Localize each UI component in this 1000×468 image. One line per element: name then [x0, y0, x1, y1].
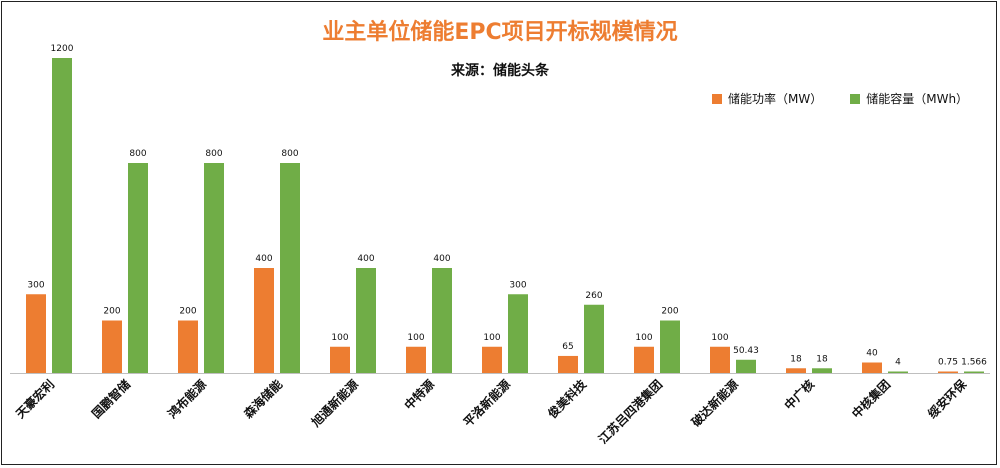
bar-capacity	[52, 58, 72, 373]
legend-swatch-power	[712, 93, 722, 104]
data-label-power: 40	[866, 349, 878, 359]
data-label-capacity: 800	[281, 149, 298, 159]
data-label-capacity: 400	[433, 254, 450, 264]
bar-capacity	[964, 371, 984, 373]
data-label-power: 18	[790, 354, 802, 364]
chart-legend: 储能功率（MW） 储能容量（MWh）	[712, 90, 968, 107]
x-tick-label: 江苏吕四港集团	[595, 377, 665, 447]
x-tick-label: 天豪宏利	[13, 377, 58, 422]
data-label-capacity: 800	[205, 149, 222, 159]
bar-power	[406, 346, 426, 373]
data-label-power: 300	[27, 280, 44, 290]
bar-power	[938, 371, 958, 373]
data-label-power: 400	[255, 254, 272, 264]
data-label-power: 100	[635, 333, 652, 343]
data-label-power: 100	[711, 333, 728, 343]
bar-power	[254, 268, 274, 373]
legend-label-capacity: 储能容量（MWh）	[866, 92, 969, 106]
x-tick-label: 森海储能	[241, 377, 286, 422]
bar-capacity	[812, 368, 832, 373]
x-tick-label: 旭通新能源	[307, 377, 361, 431]
data-label-power: 200	[103, 307, 120, 317]
x-tick-label: 鸿布能源	[165, 377, 210, 422]
bar-capacity	[128, 163, 148, 373]
data-label-capacity: 4	[895, 358, 901, 368]
data-label-capacity: 50.43	[733, 346, 759, 356]
bar-power	[634, 346, 654, 373]
data-label-capacity: 800	[129, 149, 146, 159]
bar-capacity	[432, 268, 452, 373]
x-tick-label: 国鹏智储	[89, 377, 134, 422]
bar-power	[330, 346, 350, 373]
data-label-capacity: 1200	[51, 44, 74, 54]
bar-capacity	[660, 320, 680, 373]
bar-power	[482, 346, 502, 373]
legend-item-power: 储能功率（MW）	[712, 90, 822, 107]
bar-capacity	[508, 294, 528, 373]
data-label-power: 100	[331, 333, 348, 343]
bar-capacity	[356, 268, 376, 373]
bar-capacity	[204, 163, 224, 373]
data-label-power: 100	[483, 333, 500, 343]
data-label-capacity: 260	[585, 291, 602, 301]
data-label-power: 200	[179, 307, 196, 317]
x-tick-label: 中特源	[401, 377, 437, 413]
data-label-power: 100	[407, 333, 424, 343]
bar-power	[102, 320, 122, 373]
x-tick-label: 破达新能源	[688, 377, 741, 430]
bar-capacity	[280, 163, 300, 373]
legend-swatch-capacity	[850, 93, 861, 104]
bar-capacity	[584, 304, 604, 373]
x-tick-label: 中广核	[781, 377, 817, 413]
data-label-power: 65	[562, 342, 573, 352]
x-tick-label: 平洛新能源	[460, 377, 513, 430]
legend-item-capacity: 储能容量（MWh）	[850, 90, 968, 107]
legend-label-power: 储能功率（MW）	[728, 92, 823, 106]
bar-capacity	[888, 371, 908, 373]
bar-power	[26, 294, 46, 373]
bar-power	[178, 320, 198, 373]
data-label-capacity: 200	[661, 307, 678, 317]
data-label-capacity: 300	[509, 280, 526, 290]
data-label-capacity: 18	[816, 354, 828, 364]
data-label-power: 0.75	[938, 358, 958, 368]
bar-capacity	[736, 359, 756, 373]
bar-power	[558, 355, 578, 373]
chart-title: 业主单位储能EPC项目开标规模情况	[322, 20, 678, 45]
x-tick-label: 绥安环保	[925, 376, 970, 421]
bar-power	[786, 368, 806, 373]
bar-power	[710, 346, 730, 373]
x-tick-label: 俊美科技	[545, 376, 590, 421]
chart-subtitle: 来源：储能头条	[451, 63, 549, 79]
x-tick-label: 中核集团	[849, 377, 894, 422]
data-label-capacity: 400	[357, 254, 374, 264]
bar-power	[862, 362, 882, 373]
data-label-capacity: 1.566	[961, 358, 987, 368]
